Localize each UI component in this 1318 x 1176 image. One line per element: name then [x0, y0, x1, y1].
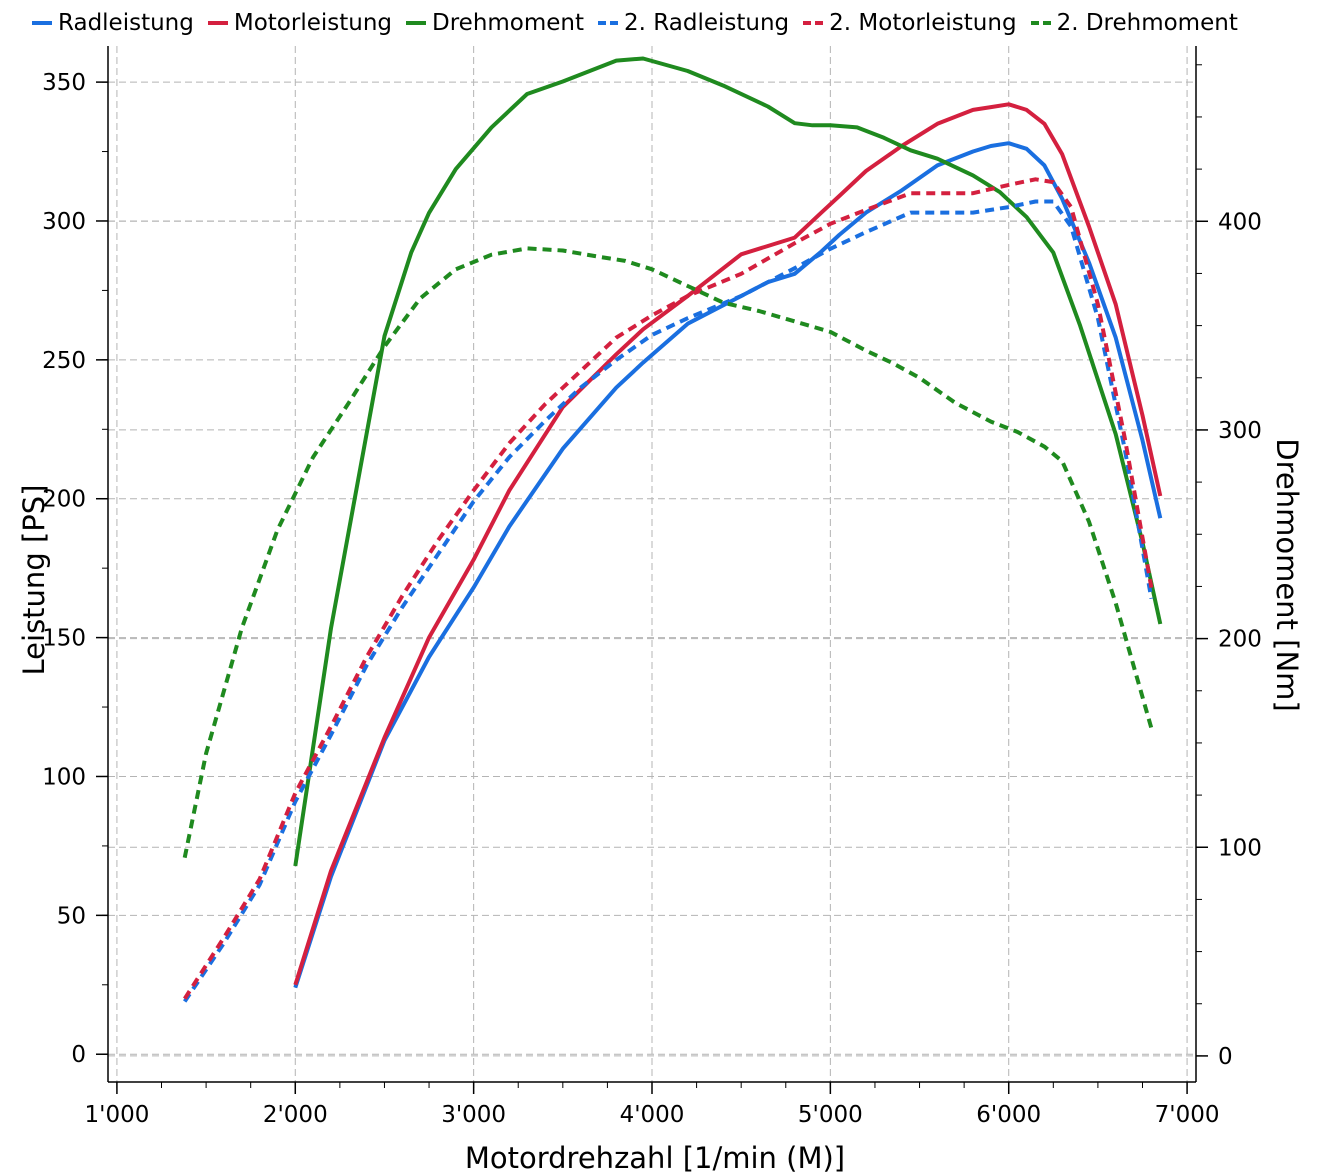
y-left-tick-label: 200 — [42, 487, 86, 513]
x-tick-label: 2'000 — [263, 1102, 328, 1128]
y-right-tick-label: 100 — [1218, 835, 1262, 861]
series-line-2-drehmoment — [182, 246, 1154, 859]
legend-item-2-motorleistung[interactable]: 2. Motorleistung — [803, 10, 1017, 36]
y-right-tick-label: 400 — [1218, 209, 1262, 235]
y-left-tick-label: 150 — [42, 626, 86, 652]
legend-item-drehmoment[interactable]: Drehmoment — [406, 10, 584, 36]
x-tick-label: 5'000 — [798, 1102, 863, 1128]
y-right-tick-label: 0 — [1218, 1044, 1233, 1070]
y-right-tick-label: 200 — [1218, 627, 1262, 653]
legend-item-2-radleistung[interactable]: 2. Radleistung — [598, 10, 789, 36]
legend-swatch-2-radleistung — [598, 21, 619, 25]
series-line-radleistung — [293, 141, 1163, 989]
legend-swatch-drehmoment — [406, 21, 427, 25]
series-lines — [182, 56, 1163, 1003]
legend-label: Motorleistung — [233, 10, 393, 36]
y-axis-right-label: Drehmoment [Nm] — [1270, 438, 1304, 711]
y-left-tick-label: 0 — [71, 1042, 86, 1068]
legend-label: 2. Motorleistung — [829, 10, 1017, 36]
y-left-tick-label: 100 — [42, 764, 86, 790]
legend-label: Radleistung — [58, 10, 194, 36]
legend-label: 2. Drehmoment — [1056, 10, 1238, 36]
axes: 1'000 2'000 3'000 4'000 5'000 6'000 7'000 0 50 10… — [42, 46, 1262, 1128]
y-left-tick-label: 50 — [57, 903, 86, 929]
y-axis-left-label: Leistung [PS] — [17, 485, 51, 676]
y-left-tick-label: 300 — [42, 209, 86, 235]
y-right-tick-label: 300 — [1218, 418, 1262, 444]
x-axis-label: Motordrehzahl [1/min (M)] — [465, 1141, 845, 1175]
series-line-2-radleistung — [183, 199, 1154, 1003]
series-line-2-motorleistung — [183, 177, 1154, 1000]
legend-swatch-radleistung — [32, 21, 52, 25]
y-left-tick-label: 350 — [42, 70, 86, 96]
legend: Radleistung Motorleistung Drehmoment 2. … — [32, 6, 1252, 40]
legend-item-2-drehmoment[interactable]: 2. Drehmoment — [1030, 10, 1238, 36]
series-line-motorleistung — [293, 102, 1163, 986]
x-tick-label: 4'000 — [620, 1102, 685, 1128]
legend-swatch-motorleistung — [207, 21, 228, 25]
x-tick-label: 3'000 — [441, 1102, 506, 1128]
legend-label: Drehmoment — [432, 10, 585, 36]
y-left-tick-label: 250 — [42, 348, 86, 374]
series-line-drehmoment — [293, 56, 1163, 867]
x-tick-label: 6'000 — [976, 1102, 1041, 1128]
legend-swatch-2-drehmoment — [1030, 21, 1051, 25]
x-tick-label: 7'000 — [1155, 1102, 1220, 1128]
legend-item-radleistung[interactable]: Radleistung — [32, 10, 194, 36]
legend-label: 2. Radleistung — [624, 10, 790, 36]
x-tick-label: 1'000 — [84, 1102, 149, 1128]
legend-item-motorleistung[interactable]: Motorleistung — [207, 10, 393, 36]
legend-swatch-2-motorleistung — [803, 21, 824, 25]
grid — [108, 46, 1196, 1082]
